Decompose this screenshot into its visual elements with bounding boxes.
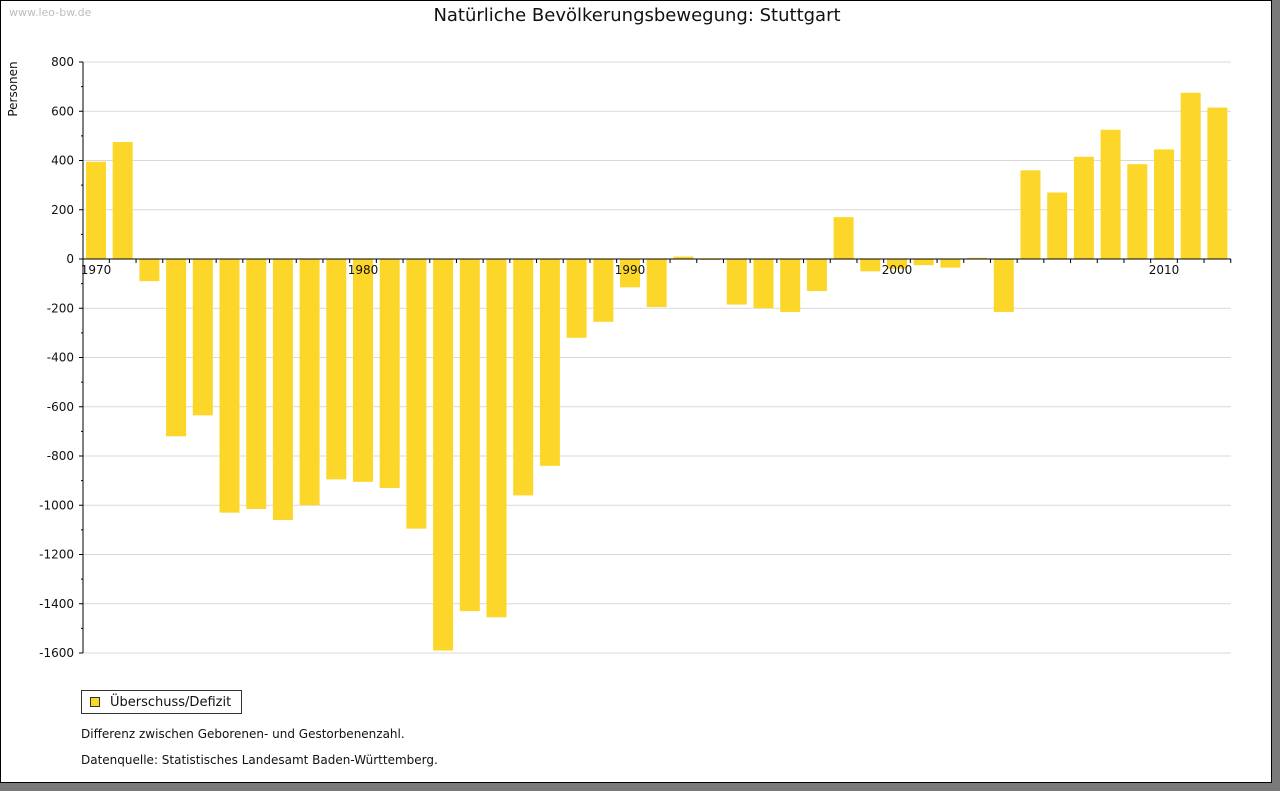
bar bbox=[86, 161, 106, 259]
y-tick-label: -1400 bbox=[39, 597, 74, 611]
bar bbox=[459, 259, 480, 612]
y-tick-label: -1600 bbox=[39, 646, 74, 660]
bar bbox=[166, 259, 187, 437]
y-tick-label: -1200 bbox=[39, 548, 74, 562]
bar bbox=[887, 259, 907, 269]
bar bbox=[353, 259, 373, 482]
y-tick-label: -1000 bbox=[39, 498, 74, 512]
bar bbox=[299, 259, 320, 506]
bar bbox=[219, 259, 240, 513]
bar bbox=[379, 259, 400, 489]
bar bbox=[112, 142, 133, 259]
bar bbox=[806, 259, 827, 292]
bar bbox=[513, 259, 534, 496]
bar bbox=[406, 259, 427, 529]
x-tick-label: 1980 bbox=[348, 263, 379, 277]
y-tick-label: 800 bbox=[51, 55, 74, 69]
y-tick-label: 400 bbox=[51, 154, 74, 168]
bar bbox=[913, 259, 934, 266]
y-tick-label: -600 bbox=[47, 400, 74, 414]
y-axis-label: Personen bbox=[6, 61, 20, 116]
bar bbox=[539, 259, 560, 466]
x-tick-label: 2000 bbox=[882, 263, 913, 277]
footnote-source: Datenquelle: Statistisches Landesamt Bad… bbox=[81, 753, 438, 767]
y-tick-label: -200 bbox=[47, 301, 74, 315]
bar bbox=[1073, 156, 1094, 259]
bar bbox=[1100, 129, 1121, 259]
bar bbox=[192, 259, 213, 416]
bar bbox=[1020, 170, 1041, 259]
bar bbox=[620, 259, 640, 288]
bar bbox=[1047, 192, 1068, 259]
bar bbox=[486, 259, 507, 618]
bar bbox=[246, 259, 267, 509]
chart-title: Natürliche Bevölkerungsbewegung: Stuttga… bbox=[433, 5, 841, 26]
bar bbox=[646, 259, 667, 308]
axes: 8006004002000-200-400-600-800-1000-1200-… bbox=[39, 55, 1232, 660]
bar bbox=[433, 259, 454, 651]
y-tick-label: 0 bbox=[66, 252, 74, 266]
watermark: www.leo-bw.de bbox=[9, 6, 92, 19]
bar bbox=[593, 259, 614, 322]
bar bbox=[833, 217, 854, 259]
bar bbox=[1154, 149, 1174, 259]
bar bbox=[1180, 92, 1201, 259]
gridlines bbox=[83, 61, 1231, 654]
bar bbox=[139, 259, 160, 282]
x-tick-label: 1990 bbox=[615, 263, 646, 277]
y-tick-label: -400 bbox=[47, 351, 74, 365]
bar bbox=[753, 259, 774, 309]
bars bbox=[86, 92, 1228, 651]
bar bbox=[1127, 164, 1148, 259]
legend-swatch bbox=[90, 697, 100, 707]
y-tick-label: 600 bbox=[51, 104, 74, 118]
bar bbox=[566, 259, 587, 338]
legend-label: Überschuss/Defizit bbox=[110, 694, 232, 710]
bar bbox=[780, 259, 801, 312]
bar bbox=[326, 259, 347, 480]
x-tick-label: 1970 bbox=[81, 263, 112, 277]
bar bbox=[1207, 107, 1228, 260]
bar bbox=[673, 256, 694, 259]
bar bbox=[272, 259, 293, 521]
bar bbox=[993, 259, 1014, 312]
y-tick-label: -800 bbox=[47, 449, 74, 463]
footnote-difference: Differenz zwischen Geborenen- und Gestor… bbox=[81, 727, 405, 741]
y-tick-label: 200 bbox=[51, 203, 74, 217]
bar bbox=[860, 259, 881, 272]
x-tick-label: 2010 bbox=[1149, 263, 1180, 277]
bar bbox=[967, 257, 988, 259]
bar bbox=[726, 259, 747, 305]
legend: Überschuss/Defizit bbox=[81, 690, 243, 714]
bar bbox=[940, 259, 961, 268]
